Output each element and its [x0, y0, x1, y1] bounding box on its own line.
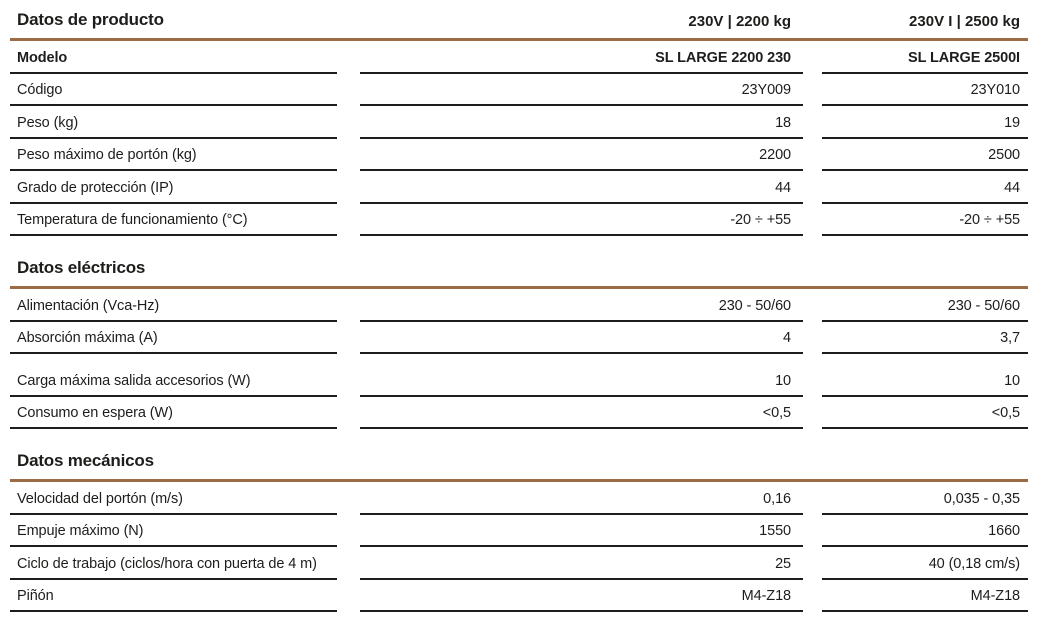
- column-header-variant-2: 230V I | 2500 kg: [909, 13, 1020, 30]
- row-value-variant-2: 19: [822, 115, 1028, 139]
- table-row: Piñón M4-Z18 M4-Z18: [10, 580, 1028, 612]
- section-rows: Velocidad del portón (m/s) 0,16 0,035 - …: [10, 482, 1028, 612]
- row-label: Peso máximo de portón (kg): [10, 147, 337, 171]
- row-value-variant-2: 23Y010: [822, 82, 1028, 106]
- row-label: Ciclo de trabajo (ciclos/hora con puerta…: [10, 556, 337, 580]
- row-value-variant-1: 0,16: [360, 491, 803, 515]
- table-row: Ciclo de trabajo (ciclos/hora con puerta…: [10, 547, 1028, 580]
- row-value-variant-2: 2500: [822, 147, 1028, 171]
- table-row: Peso máximo de portón (kg) 2200 2500: [10, 139, 1028, 171]
- section-header: Datos de producto 230V | 2200 kg 230V I …: [10, 10, 1028, 41]
- row-value-variant-2: 10: [822, 373, 1028, 397]
- row-value-variant-1: 2200: [360, 147, 803, 171]
- section-header: Datos eléctricos: [10, 258, 1028, 289]
- spec-table: Datos de producto 230V | 2200 kg 230V I …: [10, 10, 1029, 612]
- row-value-variant-2: 44: [822, 180, 1028, 204]
- spec-section: Datos de producto 230V | 2200 kg 230V I …: [10, 10, 1028, 236]
- table-row: Empuje máximo (N) 1550 1660: [10, 515, 1028, 547]
- row-value-variant-2: 1660: [822, 523, 1028, 547]
- row-label: Empuje máximo (N): [10, 523, 337, 547]
- row-value-variant-1: -20 ÷ +55: [360, 212, 803, 236]
- section-rows: Alimentación (Vca-Hz) 230 - 50/60 230 - …: [10, 289, 1028, 429]
- table-row: Código 23Y009 23Y010: [10, 74, 1028, 106]
- row-value-variant-1: 10: [360, 373, 803, 397]
- row-value-variant-1: 23Y009: [360, 82, 803, 106]
- table-row: Grado de protección (IP) 44 44: [10, 171, 1028, 204]
- row-label: Piñón: [10, 588, 337, 612]
- row-label: Grado de protección (IP): [10, 180, 337, 204]
- row-value-variant-2: 0,035 - 0,35: [822, 491, 1028, 515]
- row-value-variant-1: 1550: [360, 523, 803, 547]
- row-value-variant-2: SL LARGE 2500I: [822, 50, 1028, 74]
- row-value-variant-1: 230 - 50/60: [360, 298, 803, 322]
- row-label: Modelo: [10, 50, 337, 74]
- row-label: Peso (kg): [10, 115, 337, 139]
- row-value-variant-2: <0,5: [822, 405, 1028, 429]
- row-value-variant-2: M4-Z18: [822, 588, 1028, 612]
- table-row: Velocidad del portón (m/s) 0,16 0,035 - …: [10, 482, 1028, 515]
- table-row: Carga máxima salida accesorios (W) 10 10: [10, 364, 1028, 397]
- row-value-variant-1: 44: [360, 180, 803, 204]
- spec-section: Datos eléctricos Alimentación (Vca-Hz) 2…: [10, 258, 1028, 429]
- spec-section: Datos mecánicos Velocidad del portón (m/…: [10, 451, 1028, 612]
- row-label: Velocidad del portón (m/s): [10, 491, 337, 515]
- spec-sheet: Datos de producto 230V | 2200 kg 230V I …: [10, 10, 1029, 612]
- row-value-variant-1: M4-Z18: [360, 588, 803, 612]
- row-value-variant-2: 230 - 50/60: [822, 298, 1028, 322]
- table-row: Alimentación (Vca-Hz) 230 - 50/60 230 - …: [10, 289, 1028, 322]
- row-label: Absorción máxima (A): [10, 330, 337, 354]
- table-row: Absorción máxima (A) 4 3,7: [10, 322, 1028, 354]
- row-value-variant-1: <0,5: [360, 405, 803, 429]
- section-title: Datos de producto: [17, 10, 164, 29]
- row-value-variant-1: 18: [360, 115, 803, 139]
- row-label: Temperatura de funcionamiento (°C): [10, 212, 337, 236]
- row-value-variant-2: -20 ÷ +55: [822, 212, 1028, 236]
- table-row: Modelo SL LARGE 2200 230 SL LARGE 2500I: [10, 41, 1028, 74]
- section-rows: Modelo SL LARGE 2200 230 SL LARGE 2500I …: [10, 41, 1028, 236]
- table-row: Peso (kg) 18 19: [10, 106, 1028, 139]
- row-value-variant-1: 4: [360, 330, 803, 354]
- row-value-variant-2: 40 (0,18 cm/s): [822, 556, 1028, 580]
- row-label: Carga máxima salida accesorios (W): [10, 373, 337, 397]
- section-header: Datos mecánicos: [10, 451, 1028, 482]
- section-title: Datos eléctricos: [17, 258, 146, 277]
- row-label: Código: [10, 82, 337, 106]
- row-label: Alimentación (Vca-Hz): [10, 298, 337, 322]
- row-value-variant-1: SL LARGE 2200 230: [360, 50, 803, 74]
- row-value-variant-2: 3,7: [822, 330, 1028, 354]
- row-value-variant-1: 25: [360, 556, 803, 580]
- column-header-variant-1: 230V | 2200 kg: [688, 13, 791, 30]
- section-title: Datos mecánicos: [17, 451, 154, 470]
- table-row: Consumo en espera (W) <0,5 <0,5: [10, 397, 1028, 429]
- row-label: Consumo en espera (W): [10, 405, 337, 429]
- table-row: Temperatura de funcionamiento (°C) -20 ÷…: [10, 204, 1028, 236]
